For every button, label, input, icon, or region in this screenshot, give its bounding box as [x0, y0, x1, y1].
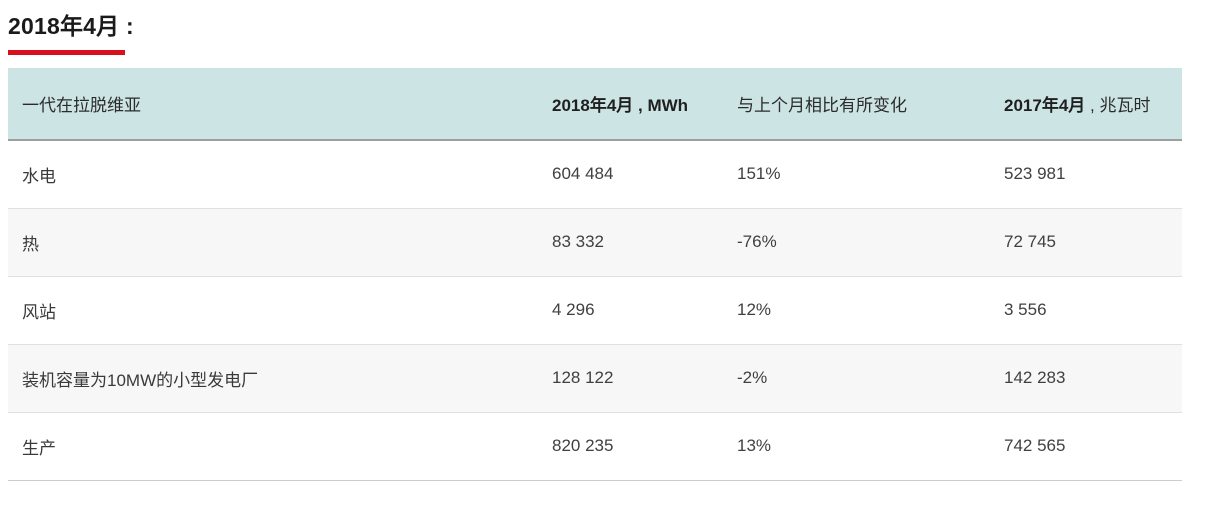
table-header-row: 一代在拉脱维亚 2018年4月 , MWh 与上个月相比有所变化 2017年4月… — [8, 68, 1182, 141]
table-row-production: 生产 820 235 13% 742 565 — [8, 412, 1182, 480]
value-change: -76% — [737, 232, 777, 251]
value-2018: 128 122 — [552, 368, 614, 387]
value-change: 13% — [737, 436, 772, 455]
value-change: -2% — [737, 368, 768, 387]
value-2018: 604 484 — [552, 164, 614, 184]
row-label: 风站 — [22, 302, 56, 322]
column-header-april-2018-mwh: 2018年4月 , MWh — [540, 68, 725, 141]
title-accent-underline — [8, 50, 125, 55]
value-change: 151% — [737, 164, 781, 184]
column-header-april-2017-unit: , 兆瓦时 — [1085, 96, 1151, 115]
table-row-small-plants: 装机容量为10MW的小型发电厂 128 122 -2% 142 283 — [8, 344, 1182, 412]
value-2018: 4 296 — [552, 300, 595, 319]
value-2017: 3 556 — [1004, 300, 1047, 319]
column-header-april-2017-mwh: 2017年4月 , 兆瓦时 — [992, 68, 1182, 141]
row-label: 生产 — [22, 438, 56, 458]
value-2017: 72 745 — [1004, 232, 1056, 251]
row-label: 热 — [22, 234, 39, 254]
row-label: 水电 — [22, 166, 56, 186]
row-label: 装机容量为10MW的小型发电厂 — [22, 370, 259, 390]
table-row-wind: 风站 4 296 12% 3 556 — [8, 276, 1182, 344]
value-2018: 820 235 — [552, 436, 614, 455]
page-title: 2018年4月 : — [8, 13, 134, 39]
generation-table: 一代在拉脱维亚 2018年4月 , MWh 与上个月相比有所变化 2017年4月… — [8, 68, 1182, 481]
value-2018: 83 332 — [552, 232, 604, 251]
value-2017: 142 283 — [1004, 368, 1066, 387]
value-2017: 742 565 — [1004, 436, 1066, 455]
column-header-april-2017-date: 2017年4月 — [1004, 96, 1086, 115]
table-row-hydro: 水电 604 484 151% 523 981 — [8, 140, 1182, 208]
column-header-change-vs-prev-month: 与上个月相比有所变化 — [725, 68, 992, 141]
table-row-heat: 热 83 332 -76% 72 745 — [8, 208, 1182, 276]
value-2017: 523 981 — [1004, 164, 1066, 184]
column-header-generation-in-latvia: 一代在拉脱维亚 — [8, 68, 540, 141]
value-change: 12% — [737, 300, 772, 319]
